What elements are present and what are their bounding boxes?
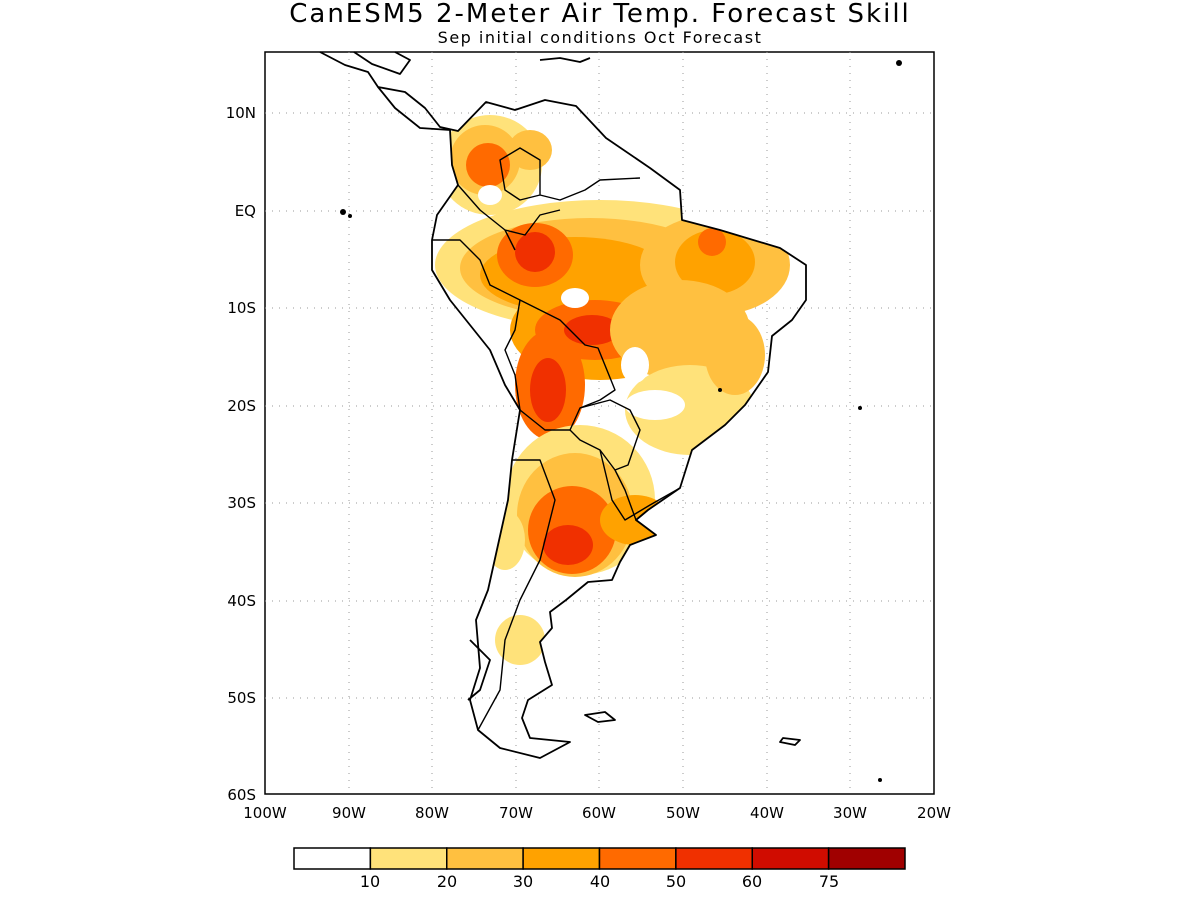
lon-tick-label: 50W <box>666 804 700 822</box>
colorbar-label: 40 <box>590 872 610 891</box>
lon-tick-label: 100W <box>243 804 287 822</box>
colorbar-label: 60 <box>742 872 762 891</box>
lat-tick-label: 50S <box>227 689 256 707</box>
lon-tick-label: 20W <box>917 804 951 822</box>
colorbar: 10 20 30 40 50 60 75 <box>293 847 906 891</box>
lat-tick-label: 40S <box>227 592 256 610</box>
colorbar-label: 50 <box>666 872 686 891</box>
lat-tick-label: 60S <box>227 786 256 804</box>
lat-tick-label: 10N <box>226 104 256 122</box>
lat-tick-label: 10S <box>227 299 256 317</box>
lat-tick-label: EQ <box>235 202 256 220</box>
lon-tick-label: 90W <box>332 804 366 822</box>
colorbar-swatch <box>522 847 601 870</box>
colorbar-label: 10 <box>360 872 380 891</box>
skill-field <box>435 115 790 665</box>
lon-tick-label: 30W <box>833 804 867 822</box>
colorbar-label: 20 <box>437 872 457 891</box>
borders <box>432 147 681 731</box>
lat-tick-label: 20S <box>227 397 256 415</box>
colorbar-swatch <box>751 847 830 870</box>
lon-tick-label: 70W <box>499 804 533 822</box>
islands <box>340 60 902 782</box>
colorbar-swatch <box>369 847 448 870</box>
map-subtitle: Sep initial conditions Oct Forecast <box>437 28 763 47</box>
colorbar-swatch <box>827 847 906 870</box>
lon-tick-labels: 100W 90W 80W 70W 60W 50W 40W 30W 20W <box>243 804 951 822</box>
colorbar-swatch <box>293 847 372 870</box>
colorbar-swatch <box>675 847 753 870</box>
colorbar-label: 30 <box>513 872 533 891</box>
map-title: CanESM5 2-Meter Air Temp. Forecast Skill <box>289 0 911 29</box>
colorbar-swatch <box>446 847 524 870</box>
coastlines <box>319 51 807 759</box>
lon-tick-label: 40W <box>750 804 784 822</box>
lat-tick-labels: 10N EQ 10S 20S 30S 40S 50S 60S <box>226 104 256 804</box>
lat-tick-label: 30S <box>227 494 256 512</box>
lon-tick-label: 60W <box>582 804 616 822</box>
colorbar-swatch <box>598 847 677 870</box>
colorbar-label: 75 <box>819 872 839 891</box>
lon-tick-label: 80W <box>415 804 449 822</box>
